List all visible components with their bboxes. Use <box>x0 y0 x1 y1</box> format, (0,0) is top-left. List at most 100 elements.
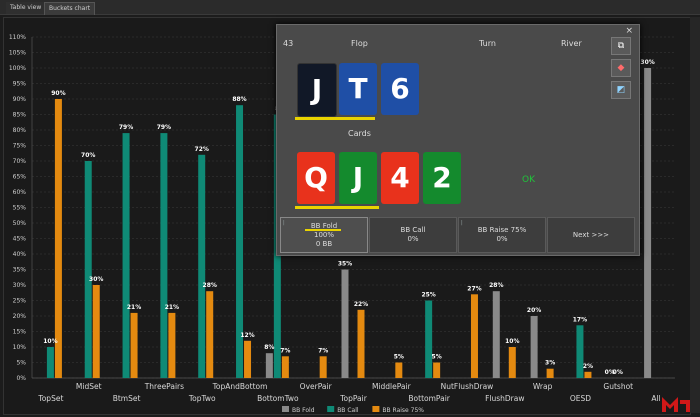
legend-label: BB Fold <box>292 407 315 414</box>
y-tick-label: 0% <box>16 375 26 382</box>
data-label: 28% <box>489 282 503 289</box>
bar-raise <box>433 362 441 378</box>
data-label: 17% <box>573 316 587 323</box>
tab-table-view[interactable]: Table view <box>6 2 46 14</box>
next-button[interactable]: Next >>> <box>547 217 635 253</box>
selected-underline <box>305 229 341 231</box>
y-tick-label: 100% <box>9 65 26 72</box>
bar-raise <box>92 285 100 378</box>
y-tick-label: 110% <box>9 34 26 41</box>
data-label: 79% <box>157 124 171 131</box>
data-label: 2% <box>583 363 593 370</box>
data-label: 7% <box>280 347 290 354</box>
y-tick-label: 20% <box>13 313 27 320</box>
x-tick-label: FlushDraw <box>485 394 524 403</box>
action-bb-call[interactable]: BB Call 0% <box>369 217 457 253</box>
legend-label: BB Call <box>337 407 359 414</box>
hand-card-1[interactable]: Q <box>297 152 335 204</box>
bar-raise <box>206 291 214 378</box>
bar-call <box>425 300 433 378</box>
ok-button[interactable]: OK <box>522 175 535 185</box>
bar-raise <box>244 340 252 378</box>
hand-card-3[interactable]: 4 <box>381 152 419 204</box>
data-label: 90% <box>51 90 65 97</box>
data-label: 28% <box>203 282 217 289</box>
data-label: 21% <box>165 304 179 311</box>
data-label: 8% <box>264 344 274 351</box>
data-label: 10% <box>43 338 57 345</box>
bar-call <box>46 347 54 378</box>
flop-label: Flop <box>351 39 368 48</box>
data-label: 27% <box>467 285 481 292</box>
x-tick-label: OESD <box>570 394 591 403</box>
x-tick-label: TopSet <box>37 394 63 403</box>
board-card-1[interactable]: J <box>297 63 337 117</box>
right-scroll-strip[interactable] <box>690 17 700 413</box>
bar-call <box>198 154 206 378</box>
legend-swatch <box>372 406 380 412</box>
board-card-3[interactable]: 6 <box>381 63 419 115</box>
data-label: 10% <box>505 338 519 345</box>
bar-raise <box>584 371 592 378</box>
y-tick-label: 40% <box>13 251 27 258</box>
data-label: 25% <box>421 292 435 299</box>
x-tick-label: ThreePairs <box>144 382 184 391</box>
action-pct: 0% <box>496 235 508 243</box>
data-label: 3% <box>545 360 555 367</box>
legend-swatch <box>327 406 335 412</box>
bar-raise <box>508 347 516 378</box>
x-tick-label: All <box>651 394 660 403</box>
hand-card-4[interactable]: 2 <box>423 152 461 204</box>
bar-fold <box>492 291 500 378</box>
copy-icon[interactable]: ⧉ <box>611 37 631 55</box>
data-label: 21% <box>127 304 141 311</box>
cards-label: Cards <box>348 129 371 138</box>
bar-raise <box>281 356 289 378</box>
y-tick-label: 15% <box>13 329 27 336</box>
x-tick-label: BottomTwo <box>257 394 299 403</box>
bar-raise <box>546 368 554 378</box>
y-tick-label: 85% <box>13 112 27 119</box>
bar-call <box>576 325 584 378</box>
brand-logo <box>662 397 690 412</box>
data-label: 35% <box>338 261 352 268</box>
y-tick-label: 50% <box>13 220 27 227</box>
y-tick-label: 75% <box>13 143 27 150</box>
data-label: 12% <box>240 332 254 339</box>
hand-card-2[interactable]: J <box>339 152 377 204</box>
y-tick-label: 65% <box>13 174 27 181</box>
bar-raise <box>130 312 138 378</box>
y-tick-label: 45% <box>13 236 27 243</box>
legend-swatch <box>282 406 289 412</box>
bar-raise <box>319 356 327 378</box>
action-bb-fold[interactable]: | BB Fold 100% 0 BB <box>280 217 368 253</box>
bar-call <box>122 133 130 378</box>
close-icon[interactable]: × <box>625 26 633 36</box>
action-marker: | <box>283 220 285 226</box>
tab-buckets-chart[interactable]: Buckets chart <box>44 2 96 15</box>
y-tick-label: 95% <box>13 81 27 88</box>
action-bb: 0 BB <box>315 240 333 248</box>
clear-icon[interactable]: ◩ <box>611 81 631 99</box>
y-tick-label: 70% <box>13 158 27 165</box>
y-tick-label: 5% <box>16 360 26 367</box>
y-tick-label: 90% <box>13 96 27 103</box>
flop-underline <box>295 117 375 120</box>
bar-fold <box>530 316 538 378</box>
y-tick-label: 35% <box>13 267 27 274</box>
data-label: 72% <box>195 146 209 153</box>
turn-label: Turn <box>479 39 496 48</box>
combo-count: 43 <box>283 39 294 48</box>
bar-raise <box>395 362 403 378</box>
action-bb-raise[interactable]: | BB Raise 75% 0% <box>458 217 546 253</box>
x-tick-label: BtmSet <box>113 394 141 403</box>
board-card-2[interactable]: T <box>339 63 377 115</box>
hand-underline <box>295 206 379 209</box>
action-label: BB Fold <box>310 222 338 230</box>
action-bar: | BB Fold 100% 0 BB BB Call 0% | BB Rais… <box>280 217 635 253</box>
x-tick-label: NutFlushDraw <box>441 382 494 391</box>
remove-cards-icon[interactable]: ◆ <box>611 59 631 77</box>
x-tick-label: OverPair <box>300 382 333 391</box>
action-label: BB Call <box>400 226 426 234</box>
y-tick-label: 55% <box>13 205 27 212</box>
